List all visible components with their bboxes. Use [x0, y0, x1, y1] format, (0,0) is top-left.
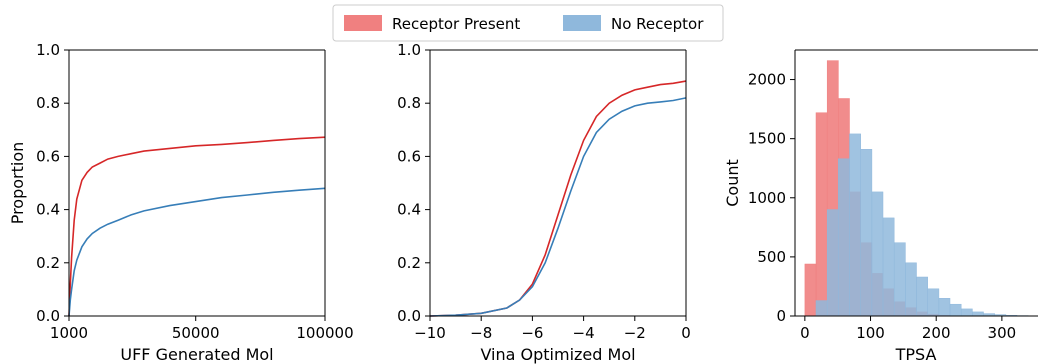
- histogram-bar-no-receptor: [860, 149, 873, 317]
- x-tick-label: 0: [800, 324, 810, 342]
- y-tick-label: 1.0: [36, 41, 60, 59]
- x-tick-label: −6: [521, 324, 543, 342]
- x-tick-label: 0: [681, 324, 691, 342]
- series-line-receptor-present: [429, 80, 687, 317]
- histogram-bar-no-receptor: [882, 217, 895, 317]
- legend-swatch-receptor-present: [344, 15, 382, 31]
- legend-label-receptor-present: Receptor Present: [392, 15, 520, 33]
- x-tick-label: 100000: [296, 324, 353, 342]
- x-axis-label: UFF Generated Mol: [120, 345, 273, 364]
- y-tick-label: 0.8: [397, 94, 421, 112]
- x-tick-label: 300: [988, 324, 1017, 342]
- x-tick-label: 50000: [172, 324, 220, 342]
- histogram-bar-no-receptor: [849, 133, 861, 317]
- series-line-no-receptor: [68, 187, 326, 317]
- histogram-bar-no-receptor: [938, 298, 951, 317]
- histogram-bar-receptor-present: [804, 263, 817, 317]
- y-tick-label: 1000: [748, 189, 786, 207]
- x-tick-label: 200: [922, 324, 951, 342]
- histogram-bar-no-receptor: [960, 308, 973, 317]
- x-tick-label: −2: [624, 324, 646, 342]
- y-tick-label: 0.0: [36, 307, 60, 325]
- histogram-bar-no-receptor: [916, 276, 928, 317]
- y-tick-label: 0.2: [36, 254, 60, 272]
- x-tick-label: −4: [573, 324, 595, 342]
- histogram-bar-no-receptor: [905, 262, 917, 317]
- y-tick-label: 2000: [748, 71, 786, 89]
- y-tick-label: 0.2: [397, 254, 421, 272]
- y-tick-label: 0.4: [36, 201, 60, 219]
- histogram-bar-no-receptor: [838, 158, 850, 317]
- x-tick-label: −8: [470, 324, 492, 342]
- histogram-bar-no-receptor: [972, 311, 984, 317]
- histogram-bar-no-receptor: [893, 242, 906, 317]
- x-axis-label: Vina Optimized Mol: [480, 345, 635, 364]
- histogram-bar-no-receptor: [826, 209, 839, 317]
- x-axis-label: TPSA: [895, 345, 937, 364]
- histogram-bar-no-receptor: [949, 303, 962, 317]
- y-tick-label: 1500: [748, 130, 786, 148]
- legend-frame: [332, 4, 724, 42]
- series-line-receptor-present: [68, 136, 326, 317]
- legend-label-no-receptor: No Receptor: [611, 15, 704, 33]
- x-tick-label: −10: [414, 324, 446, 342]
- chart-tpsa-histogram: 0 100 200 300 0 500 1000 1500 2000 TPSA Count: [723, 49, 1038, 364]
- legend-swatch-no-receptor: [563, 15, 601, 31]
- histogram-bar-receptor-present: [815, 112, 828, 317]
- legend: Receptor Present No Receptor: [332, 4, 724, 42]
- x-tick-label: 1000: [50, 324, 88, 342]
- histogram-bar-no-receptor: [871, 191, 884, 317]
- y-tick-label: 0.4: [397, 201, 421, 219]
- series-line-no-receptor: [429, 97, 687, 317]
- x-tick-label: 100: [856, 324, 885, 342]
- chart-uff-generated: 1000 50000 100000 0.0 0.2 0.4 0.6 0.8 1.0 UFF Gen…: [8, 41, 354, 364]
- histogram-bar-no-receptor: [927, 288, 940, 317]
- y-tick-label: 1.0: [397, 41, 421, 59]
- y-axis-label: Count: [723, 159, 742, 207]
- y-axis-label: Proportion: [8, 142, 27, 225]
- histogram-bar-no-receptor: [815, 300, 828, 317]
- y-tick-label: 0.6: [397, 147, 421, 165]
- y-tick-label: 0.6: [36, 147, 60, 165]
- y-tick-label: 0.8: [36, 94, 60, 112]
- chart-vina-optimized: −10 −8 −6 −4 −2 0 0.0 0.2 0.4 0.6 0.8 1.0 Vina Optim…: [397, 41, 691, 364]
- y-tick-label: 0: [776, 307, 786, 325]
- y-tick-label: 0.0: [397, 307, 421, 325]
- y-tick-label: 500: [757, 248, 786, 266]
